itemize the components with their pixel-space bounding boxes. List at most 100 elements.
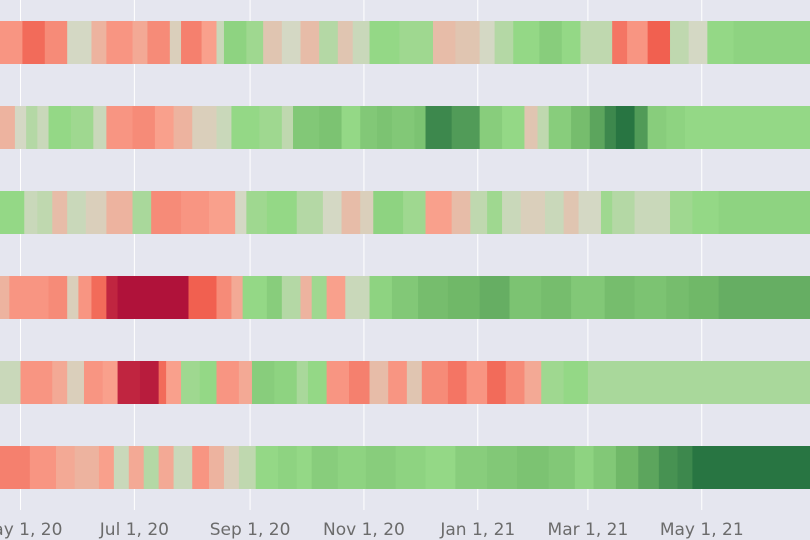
heatmap-cell bbox=[447, 361, 468, 404]
heatmap-row bbox=[0, 21, 810, 64]
heatmap-cell bbox=[0, 106, 16, 149]
heatmap-cell bbox=[29, 446, 57, 489]
heatmap-cell bbox=[487, 191, 503, 234]
heatmap-cell bbox=[425, 446, 456, 489]
heatmap-cell bbox=[235, 191, 247, 234]
heatmap-cell bbox=[223, 446, 240, 489]
heatmap-cell bbox=[684, 106, 810, 149]
heatmap-cell bbox=[0, 361, 22, 404]
heatmap-cell bbox=[571, 276, 606, 319]
heatmap-cell bbox=[266, 191, 298, 234]
heatmap-cell bbox=[509, 276, 542, 319]
heatmap-cell bbox=[55, 446, 76, 489]
heatmap-cell bbox=[541, 276, 572, 319]
heatmap-row bbox=[0, 276, 810, 319]
heatmap-cell bbox=[106, 106, 134, 149]
heatmap-cell bbox=[311, 446, 339, 489]
heatmap-cell bbox=[615, 446, 639, 489]
heatmap-cell bbox=[580, 21, 613, 64]
heatmap-cell bbox=[548, 446, 576, 489]
heatmap-cell bbox=[48, 276, 68, 319]
heatmap-cell bbox=[589, 106, 606, 149]
heatmap-cell bbox=[593, 446, 617, 489]
heatmap-cell bbox=[117, 361, 141, 404]
x-tick-label: May 1, 20 bbox=[0, 520, 62, 540]
heatmap-cell bbox=[147, 21, 171, 64]
heatmap-cell bbox=[296, 446, 313, 489]
heatmap-cell bbox=[647, 21, 671, 64]
heatmap-cell bbox=[487, 446, 518, 489]
heatmap-row bbox=[0, 191, 810, 234]
x-tick-label: May 1, 21 bbox=[660, 520, 744, 540]
heatmap-cell bbox=[37, 106, 50, 149]
heatmap-cell bbox=[209, 191, 236, 234]
heatmap-cell bbox=[455, 446, 488, 489]
heatmap-cell bbox=[688, 21, 708, 64]
heatmap-cell bbox=[192, 446, 210, 489]
heatmap-cell bbox=[718, 276, 810, 319]
heatmap-cell bbox=[85, 191, 107, 234]
heatmap-cell bbox=[20, 361, 53, 404]
heatmap-cell bbox=[487, 361, 507, 404]
heatmap-cell bbox=[26, 106, 38, 149]
heatmap-cell bbox=[201, 21, 218, 64]
heatmap-cell bbox=[425, 106, 453, 149]
heatmap-cell bbox=[451, 191, 471, 234]
heatmap-cell bbox=[352, 21, 371, 64]
heatmap-cell bbox=[399, 21, 434, 64]
heatmap-cell bbox=[670, 191, 694, 234]
heatmap-cell bbox=[151, 191, 182, 234]
heatmap-cell bbox=[466, 361, 488, 404]
heatmap-cell bbox=[388, 361, 408, 404]
heatmap-cell bbox=[604, 106, 617, 149]
heatmap-cell bbox=[117, 276, 190, 319]
heatmap-cell bbox=[707, 21, 735, 64]
heatmap-cell bbox=[311, 276, 328, 319]
heatmap-cell bbox=[373, 191, 404, 234]
heatmap-cell bbox=[251, 361, 275, 404]
heatmap-cell bbox=[647, 106, 667, 149]
heatmap-rows bbox=[0, 21, 810, 489]
heatmap-cell bbox=[688, 276, 720, 319]
heatmap-cell bbox=[216, 106, 233, 149]
heatmap-cell bbox=[319, 106, 343, 149]
heatmap-cell bbox=[406, 361, 423, 404]
heatmap-cell bbox=[326, 361, 350, 404]
heatmap-cell bbox=[216, 361, 240, 404]
heatmap-cell bbox=[98, 446, 115, 489]
heatmap-cell bbox=[70, 106, 94, 149]
heatmap-cell bbox=[600, 191, 613, 234]
heatmap-cell bbox=[520, 191, 546, 234]
heatmap-cell bbox=[0, 276, 10, 319]
heatmap-cell bbox=[238, 361, 253, 404]
heatmap-cell bbox=[677, 446, 694, 489]
heatmap-cell bbox=[14, 106, 27, 149]
heatmap-cell bbox=[666, 106, 686, 149]
heatmap-cell bbox=[296, 361, 309, 404]
heatmap-cell bbox=[638, 446, 660, 489]
x-tick-label: Jan 1, 21 bbox=[439, 520, 515, 540]
heatmap-cell bbox=[337, 21, 354, 64]
heatmap-cell bbox=[563, 361, 589, 404]
heatmap-cell bbox=[231, 276, 244, 319]
heatmap-cell bbox=[627, 21, 649, 64]
heatmap-cell bbox=[169, 21, 182, 64]
x-tick-label: Nov 1, 20 bbox=[323, 520, 405, 540]
heatmap-cell bbox=[192, 106, 218, 149]
heatmap-cell bbox=[37, 191, 53, 234]
heatmap-cell bbox=[502, 106, 526, 149]
heatmap-cell bbox=[612, 21, 628, 64]
heatmap-cell bbox=[293, 106, 320, 149]
heatmap-cell bbox=[494, 21, 514, 64]
heatmap-cell bbox=[349, 361, 371, 404]
heatmap-cell bbox=[615, 106, 636, 149]
heatmap-cell bbox=[158, 361, 167, 404]
heatmap-cell bbox=[505, 361, 526, 404]
heatmap-cell bbox=[447, 276, 481, 319]
heatmap-cell bbox=[143, 446, 160, 489]
heatmap-cell bbox=[263, 21, 283, 64]
heatmap-cell bbox=[181, 191, 210, 234]
heatmap-cell bbox=[216, 21, 225, 64]
heatmap-cell bbox=[102, 361, 119, 404]
heatmap-cell bbox=[0, 446, 31, 489]
